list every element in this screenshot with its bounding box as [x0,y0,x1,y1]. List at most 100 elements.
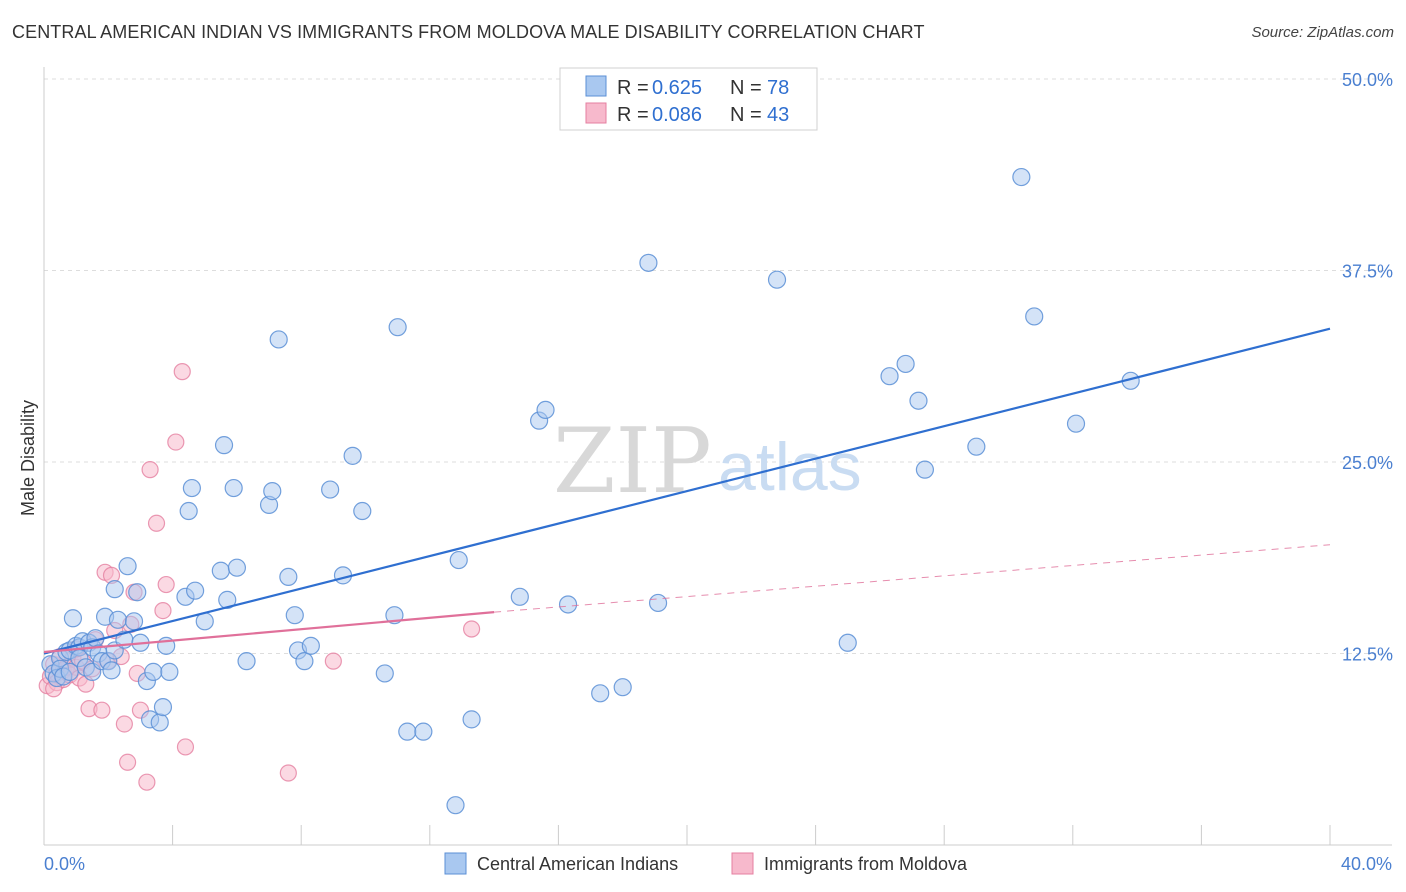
central-american-point [909,391,928,410]
central-american-point [967,437,986,456]
legend-swatch-pink [585,102,607,124]
central-american-point [1012,167,1031,187]
moldova-point [173,363,191,381]
legend-swatch-blue [585,75,607,97]
moldova-point [141,461,159,479]
central-american-point [838,633,857,652]
moldova-point [176,738,195,756]
central-american-point [295,652,314,671]
axes [43,67,1392,846]
central-american-point [301,636,320,655]
series-legend: Central American Indians Immigrants from… [444,852,968,875]
moldova-point [462,620,481,638]
central-american-point [108,610,128,629]
central-american-point [124,612,144,631]
central-american-point [343,446,362,465]
central-american-point [63,609,83,628]
correlation-legend: R = 0.625 N = 78 R = 0.086 N = 43 [559,67,818,131]
series-legend-swatch-pink [731,852,754,875]
watermark-atlas: atlas [718,429,862,505]
legend-r-label-1: R = [617,77,649,99]
moldova-point [324,652,342,670]
legend-n-value-1: 78 [767,77,789,99]
moldova-point [93,701,111,719]
source-label: Source: ZipAtlas.com [1251,24,1394,41]
central-american-point [321,480,340,499]
x-tick-label-max: 40.0% [1341,854,1392,874]
chart-title: CENTRAL AMERICAN INDIAN VS IMMIGRANTS FR… [12,22,925,42]
y-axis-label: Male Disability [18,400,38,516]
moldova-point [147,514,166,532]
moldova-point [138,773,156,791]
central-american-point [449,550,468,570]
central-american-point [613,678,632,697]
central-american-point [150,713,169,732]
central-american-point [880,367,899,386]
central-american-point [285,606,304,625]
central-american-point [558,595,578,614]
central-american-point [227,558,246,577]
central-american-point [767,270,787,289]
legend-r-label-2: R = [617,104,649,126]
central-american-point [211,561,230,580]
y-tick-label: 12.5% [1342,645,1393,665]
watermark: ZIP atlas [553,409,862,514]
x-tick-label-min: 0.0% [44,854,85,874]
central-american-point [237,652,256,671]
legend-n-label-2: N = [730,104,762,126]
legend-r-value-2: 0.086 [652,104,702,126]
central-american-point [118,557,137,576]
y-tick-labels: 12.5% 25.0% 37.5% 50.0% [1342,70,1393,665]
y-tick-label: 37.5% [1342,262,1393,282]
central-american-point [128,583,147,602]
central-american-point [224,478,243,498]
legend-n-label-1: N = [730,77,762,99]
series-legend-swatch-blue [444,852,467,875]
y-tick-label: 25.0% [1342,453,1393,473]
moldova-point [154,602,172,620]
legend-r-value-1: 0.625 [652,77,702,99]
trend-line-central-american [43,327,1331,655]
central-american-point [263,482,282,501]
trend-line-moldova [43,611,495,654]
watermark-zip: ZIP [553,409,712,514]
central-american-point [214,436,234,455]
central-american-point [144,662,163,681]
central-american-point [375,664,394,683]
moldova-point [157,575,175,594]
central-american-point [102,661,121,680]
central-american-point [279,567,298,587]
central-american-point [269,330,288,349]
series-legend-label-pink: Immigrants from Moldova [764,854,968,874]
central-american-point [1066,414,1086,433]
central-american-point [153,698,173,717]
moldova-point [279,764,297,782]
central-american-point [388,318,407,337]
central-american-point [648,593,668,613]
central-american-point [414,722,433,741]
legend-n-value-2: 43 [767,104,789,126]
central-american-point [385,606,404,625]
central-american-point [179,501,198,521]
central-american-point [510,587,529,606]
moldova-point [118,753,137,771]
moldova-point [167,433,185,451]
central-american-point [446,796,465,815]
central-american-point [182,478,201,498]
trend-line-moldova-extrapolated [494,544,1331,613]
central-american-point [591,684,610,703]
series-legend-label-blue: Central American Indians [477,854,678,874]
central-american-point [1025,307,1044,326]
central-american-point [639,253,658,272]
central-american-point [105,580,124,599]
central-american-point [915,460,935,479]
trend-lines [43,327,1331,655]
gridlines [44,78,1392,654]
moldova-point [115,715,133,733]
y-tick-label: 50.0% [1342,70,1393,90]
central-american-point [218,590,237,609]
central-american-point [536,400,555,420]
central-american-point [462,710,481,729]
central-american-point [896,354,915,374]
